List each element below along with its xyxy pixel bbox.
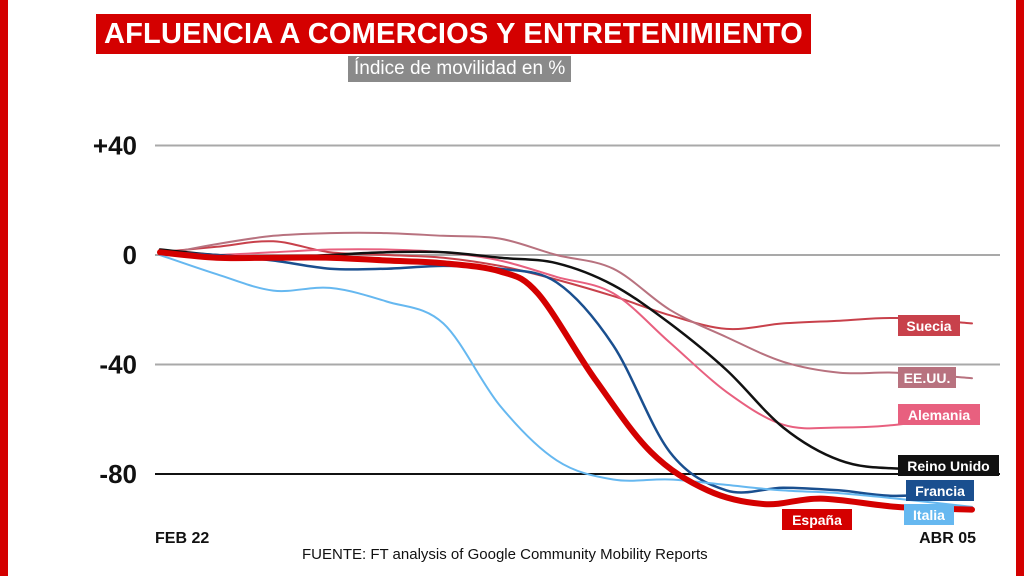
y-tick-label: -40: [99, 350, 137, 380]
source-note: FUENTE: FT analysis of Google Community …: [302, 546, 708, 563]
series-label-italia: Italia: [904, 504, 954, 525]
series-line-francia: [158, 251, 974, 498]
label-box: [904, 504, 954, 525]
series-lines: [157, 231, 975, 513]
label-box: [898, 367, 956, 388]
label-text: Suecia: [906, 318, 951, 334]
y-tick-label: 0: [123, 240, 137, 270]
grid-lines: [155, 144, 1000, 475]
label-box: [898, 455, 999, 476]
label-box: [906, 480, 974, 501]
y-tick-label: -80: [99, 459, 137, 489]
series-line-suecia: [159, 240, 973, 331]
label-text: Francia: [915, 483, 965, 499]
label-text: Alemania: [908, 407, 970, 423]
series-label-espaa: España: [782, 509, 852, 530]
right-frame-bar: [1016, 0, 1024, 576]
x-tick-labels: FEB 22 ABR 05: [155, 530, 976, 547]
series-label-suecia: Suecia: [898, 315, 960, 336]
left-frame-bar: [0, 0, 8, 576]
label-text: EE.UU.: [904, 370, 951, 386]
x-tick-label: FEB 22: [155, 530, 209, 547]
label-text: Italia: [913, 507, 945, 523]
series-label-alemania: Alemania: [898, 404, 980, 425]
series-label-reinounido: Reino Unido: [898, 455, 999, 476]
y-tick-label: +40: [93, 131, 137, 161]
label-box: [898, 315, 960, 336]
chart-title: AFLUENCIA A COMERCIOS Y ENTRETENIMIENTO: [96, 14, 812, 54]
label-text: Reino Unido: [907, 458, 989, 474]
series-line-eeuu: [159, 231, 973, 380]
series-line-italia: [159, 254, 973, 508]
y-tick-labels: +40 0 -40 -80: [93, 131, 137, 490]
label-box: [898, 404, 980, 425]
series-labels: Suecia EE.UU. Alemania Reino Unido Francia It…: [782, 315, 999, 530]
series-label-eeuu: EE.UU.: [898, 367, 956, 388]
label-box: [782, 509, 852, 530]
series-line-alemania: [159, 248, 973, 430]
series-label-francia: Francia: [906, 480, 974, 501]
x-tick-label: ABR 05: [919, 530, 976, 547]
series-line-espaa: [157, 249, 975, 513]
chart-subtitle: Índice de movilidad en %: [348, 56, 572, 82]
label-text: España: [792, 512, 842, 528]
